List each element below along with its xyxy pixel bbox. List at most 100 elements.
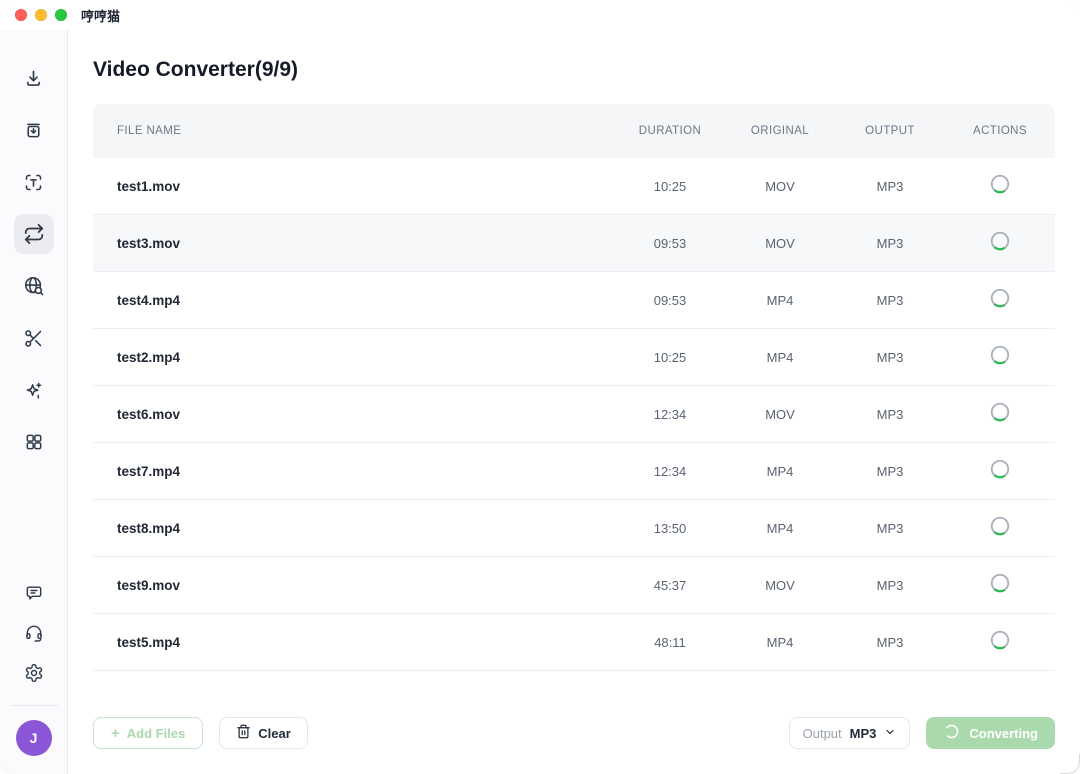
table-row[interactable]: test9.mov 45:37 MOV MP3 (93, 557, 1055, 614)
table-row[interactable]: test8.mp4 13:50 MP4 MP3 (93, 500, 1055, 557)
output-cell: MP3 (835, 236, 945, 251)
file-name-cell: test1.mov (93, 179, 615, 194)
spinner-icon (943, 723, 960, 743)
output-cell: MP3 (835, 407, 945, 422)
progress-ring-icon[interactable] (989, 572, 1011, 599)
convert-repeat-icon (23, 223, 45, 245)
table-row[interactable]: test3.mov 09:53 MOV MP3 (93, 215, 1055, 272)
close-button[interactable] (15, 9, 27, 21)
sidebar-item-trim[interactable] (14, 318, 54, 358)
column-header-output: OUTPUT (835, 125, 945, 137)
sidebar-divider (10, 705, 58, 706)
ai-sparkles-icon (23, 380, 44, 401)
table-row[interactable]: test6.mov 12:34 MOV MP3 (93, 386, 1055, 443)
progress-ring-icon[interactable] (989, 401, 1011, 428)
progress-ring-icon[interactable] (989, 458, 1011, 485)
duration-cell: 45:37 (615, 578, 725, 593)
add-files-label: Add Files (127, 726, 186, 741)
file-name-cell: test9.mov (93, 578, 615, 593)
avatar[interactable]: J (16, 720, 52, 756)
output-cell: MP3 (835, 521, 945, 536)
converting-label: Converting (969, 726, 1038, 741)
duration-cell: 09:53 (615, 293, 725, 308)
chevron-down-icon (884, 726, 896, 741)
file-name-cell: test7.mp4 (93, 464, 615, 479)
column-header-actions: ACTIONS (945, 125, 1055, 137)
column-header-original: ORIGINAL (725, 125, 835, 137)
titlebar: 哼哼猫 (0, 0, 1080, 30)
output-value: MP3 (850, 726, 877, 741)
file-name-cell: test4.mp4 (93, 293, 615, 308)
app-window: 哼哼猫 (0, 0, 1080, 774)
converting-button[interactable]: Converting (926, 717, 1055, 749)
progress-ring-icon[interactable] (989, 515, 1011, 542)
text-scan-icon (23, 172, 44, 193)
duration-cell: 10:25 (615, 179, 725, 194)
clear-button[interactable]: Clear (219, 717, 308, 749)
column-header-duration: DURATION (615, 125, 725, 137)
table-row[interactable]: test7.mp4 12:34 MP4 MP3 (93, 443, 1055, 500)
feedback-chat-icon (24, 583, 44, 603)
file-name-cell: test5.mp4 (93, 635, 615, 650)
progress-ring-icon[interactable] (989, 287, 1011, 314)
original-cell: MP4 (725, 635, 835, 650)
plus-icon: + (111, 726, 120, 741)
sidebar-item-text-scan[interactable] (14, 162, 54, 202)
original-cell: MP4 (725, 293, 835, 308)
sidebar-item-feedback[interactable] (18, 577, 50, 609)
output-cell: MP3 (835, 578, 945, 593)
scissors-icon (23, 328, 44, 349)
main-content: Video Converter(9/9) FILE NAME DURATION … (68, 30, 1080, 774)
output-format-dropdown[interactable]: Output MP3 (789, 717, 911, 749)
duration-cell: 10:25 (615, 350, 725, 365)
output-cell: MP3 (835, 464, 945, 479)
progress-ring-icon[interactable] (989, 173, 1011, 200)
original-cell: MOV (725, 407, 835, 422)
duration-cell: 48:11 (615, 635, 725, 650)
clear-label: Clear (258, 726, 291, 741)
duration-cell: 12:34 (615, 464, 725, 479)
sidebar-item-ai-tools[interactable] (14, 370, 54, 410)
support-headset-icon (24, 623, 44, 643)
output-cell: MP3 (835, 293, 945, 308)
window-title: 哼哼猫 (81, 6, 120, 25)
zoom-button[interactable] (55, 9, 67, 21)
output-label: Output (803, 726, 842, 741)
progress-ring-icon[interactable] (989, 629, 1011, 656)
column-header-file-name: FILE NAME (93, 125, 615, 137)
original-cell: MOV (725, 236, 835, 251)
sidebar-item-archive-download[interactable] (14, 110, 54, 150)
progress-ring-icon[interactable] (989, 230, 1011, 257)
sidebar-bottom: J (10, 577, 58, 756)
table-header: FILE NAME DURATION ORIGINAL OUTPUT ACTIO… (93, 104, 1055, 158)
sidebar: J (0, 30, 68, 774)
duration-cell: 12:34 (615, 407, 725, 422)
file-name-cell: test6.mov (93, 407, 615, 422)
original-cell: MOV (725, 179, 835, 194)
sidebar-item-apps[interactable] (14, 422, 54, 462)
table-row[interactable]: test4.mp4 09:53 MP4 MP3 (93, 272, 1055, 329)
output-cell: MP3 (835, 635, 945, 650)
sidebar-item-support[interactable] (18, 617, 50, 649)
table-row[interactable]: test1.mov 10:25 MOV MP3 (93, 158, 1055, 215)
sidebar-item-settings[interactable] (18, 657, 50, 689)
file-table: FILE NAME DURATION ORIGINAL OUTPUT ACTIO… (93, 104, 1055, 671)
sidebar-item-download[interactable] (14, 58, 54, 98)
footer-toolbar: + Add Files Clear (93, 717, 1055, 774)
table-row[interactable]: test2.mp4 10:25 MP4 MP3 (93, 329, 1055, 386)
file-name-cell: test2.mp4 (93, 350, 615, 365)
sidebar-item-web-search[interactable] (14, 266, 54, 306)
add-files-button[interactable]: + Add Files (93, 717, 203, 749)
file-name-cell: test8.mp4 (93, 521, 615, 536)
apps-grid-icon (24, 432, 44, 452)
file-name-cell: test3.mov (93, 236, 615, 251)
output-cell: MP3 (835, 179, 945, 194)
original-cell: MP4 (725, 521, 835, 536)
table-row[interactable]: test5.mp4 48:11 MP4 MP3 (93, 614, 1055, 671)
duration-cell: 13:50 (615, 521, 725, 536)
trash-icon (236, 724, 251, 742)
minimize-button[interactable] (35, 9, 47, 21)
sidebar-item-converter[interactable] (14, 214, 54, 254)
table-body: test1.mov 10:25 MOV MP3 test3.mov 09:53 … (93, 158, 1055, 671)
progress-ring-icon[interactable] (989, 344, 1011, 371)
